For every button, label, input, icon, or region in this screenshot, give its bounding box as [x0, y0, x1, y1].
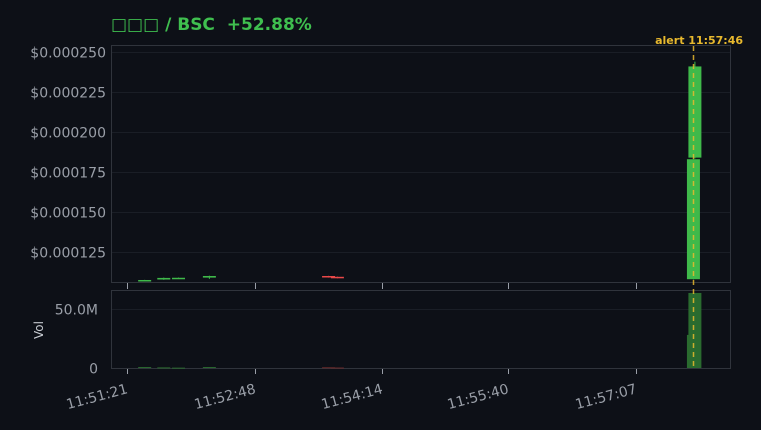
volume-bar [157, 367, 171, 369]
candle-body [330, 276, 344, 279]
time-tick-label: 11:54:14 [320, 381, 385, 413]
volume-bar [688, 292, 702, 368]
price-tick-label: $0.000175 [30, 166, 106, 182]
volume-bar [322, 367, 336, 369]
candle-body [688, 66, 702, 158]
volume-tick-label: 0 [89, 362, 98, 378]
price-tick-label: $0.000150 [30, 206, 106, 222]
volume-bar [330, 367, 344, 369]
time-tick-label: 11:55:40 [446, 381, 511, 413]
time-tick-label: 11:51:21 [65, 381, 130, 413]
volume-bar [138, 367, 152, 369]
volume-axis-label: Vol [32, 321, 46, 339]
candle-body [202, 276, 216, 278]
price-panel [111, 45, 731, 283]
time-tick-label: 11:57:07 [574, 381, 639, 413]
candle-body [157, 277, 171, 280]
price-tick-label: $0.000225 [30, 86, 106, 102]
candle-body [322, 276, 336, 278]
volume-bar [171, 367, 185, 369]
time-tick-label: 11:52:48 [193, 381, 258, 413]
price-change: +52.88% [226, 15, 312, 35]
volume-panel [111, 290, 731, 369]
chart-title: □□□ / BSC +52.88% [111, 15, 312, 35]
price-tick-label: $0.000125 [30, 246, 106, 262]
pair-label: □□□ / BSC [111, 15, 215, 35]
volume-tick-label: 50.0M [55, 303, 98, 319]
volume-bar [202, 367, 216, 369]
alert-label: alert 11:57:46 [655, 34, 743, 47]
price-tick-label: $0.000200 [30, 126, 106, 142]
candle-body [138, 280, 152, 282]
candle-body [171, 277, 185, 280]
price-tick-label: $0.000250 [30, 46, 106, 62]
